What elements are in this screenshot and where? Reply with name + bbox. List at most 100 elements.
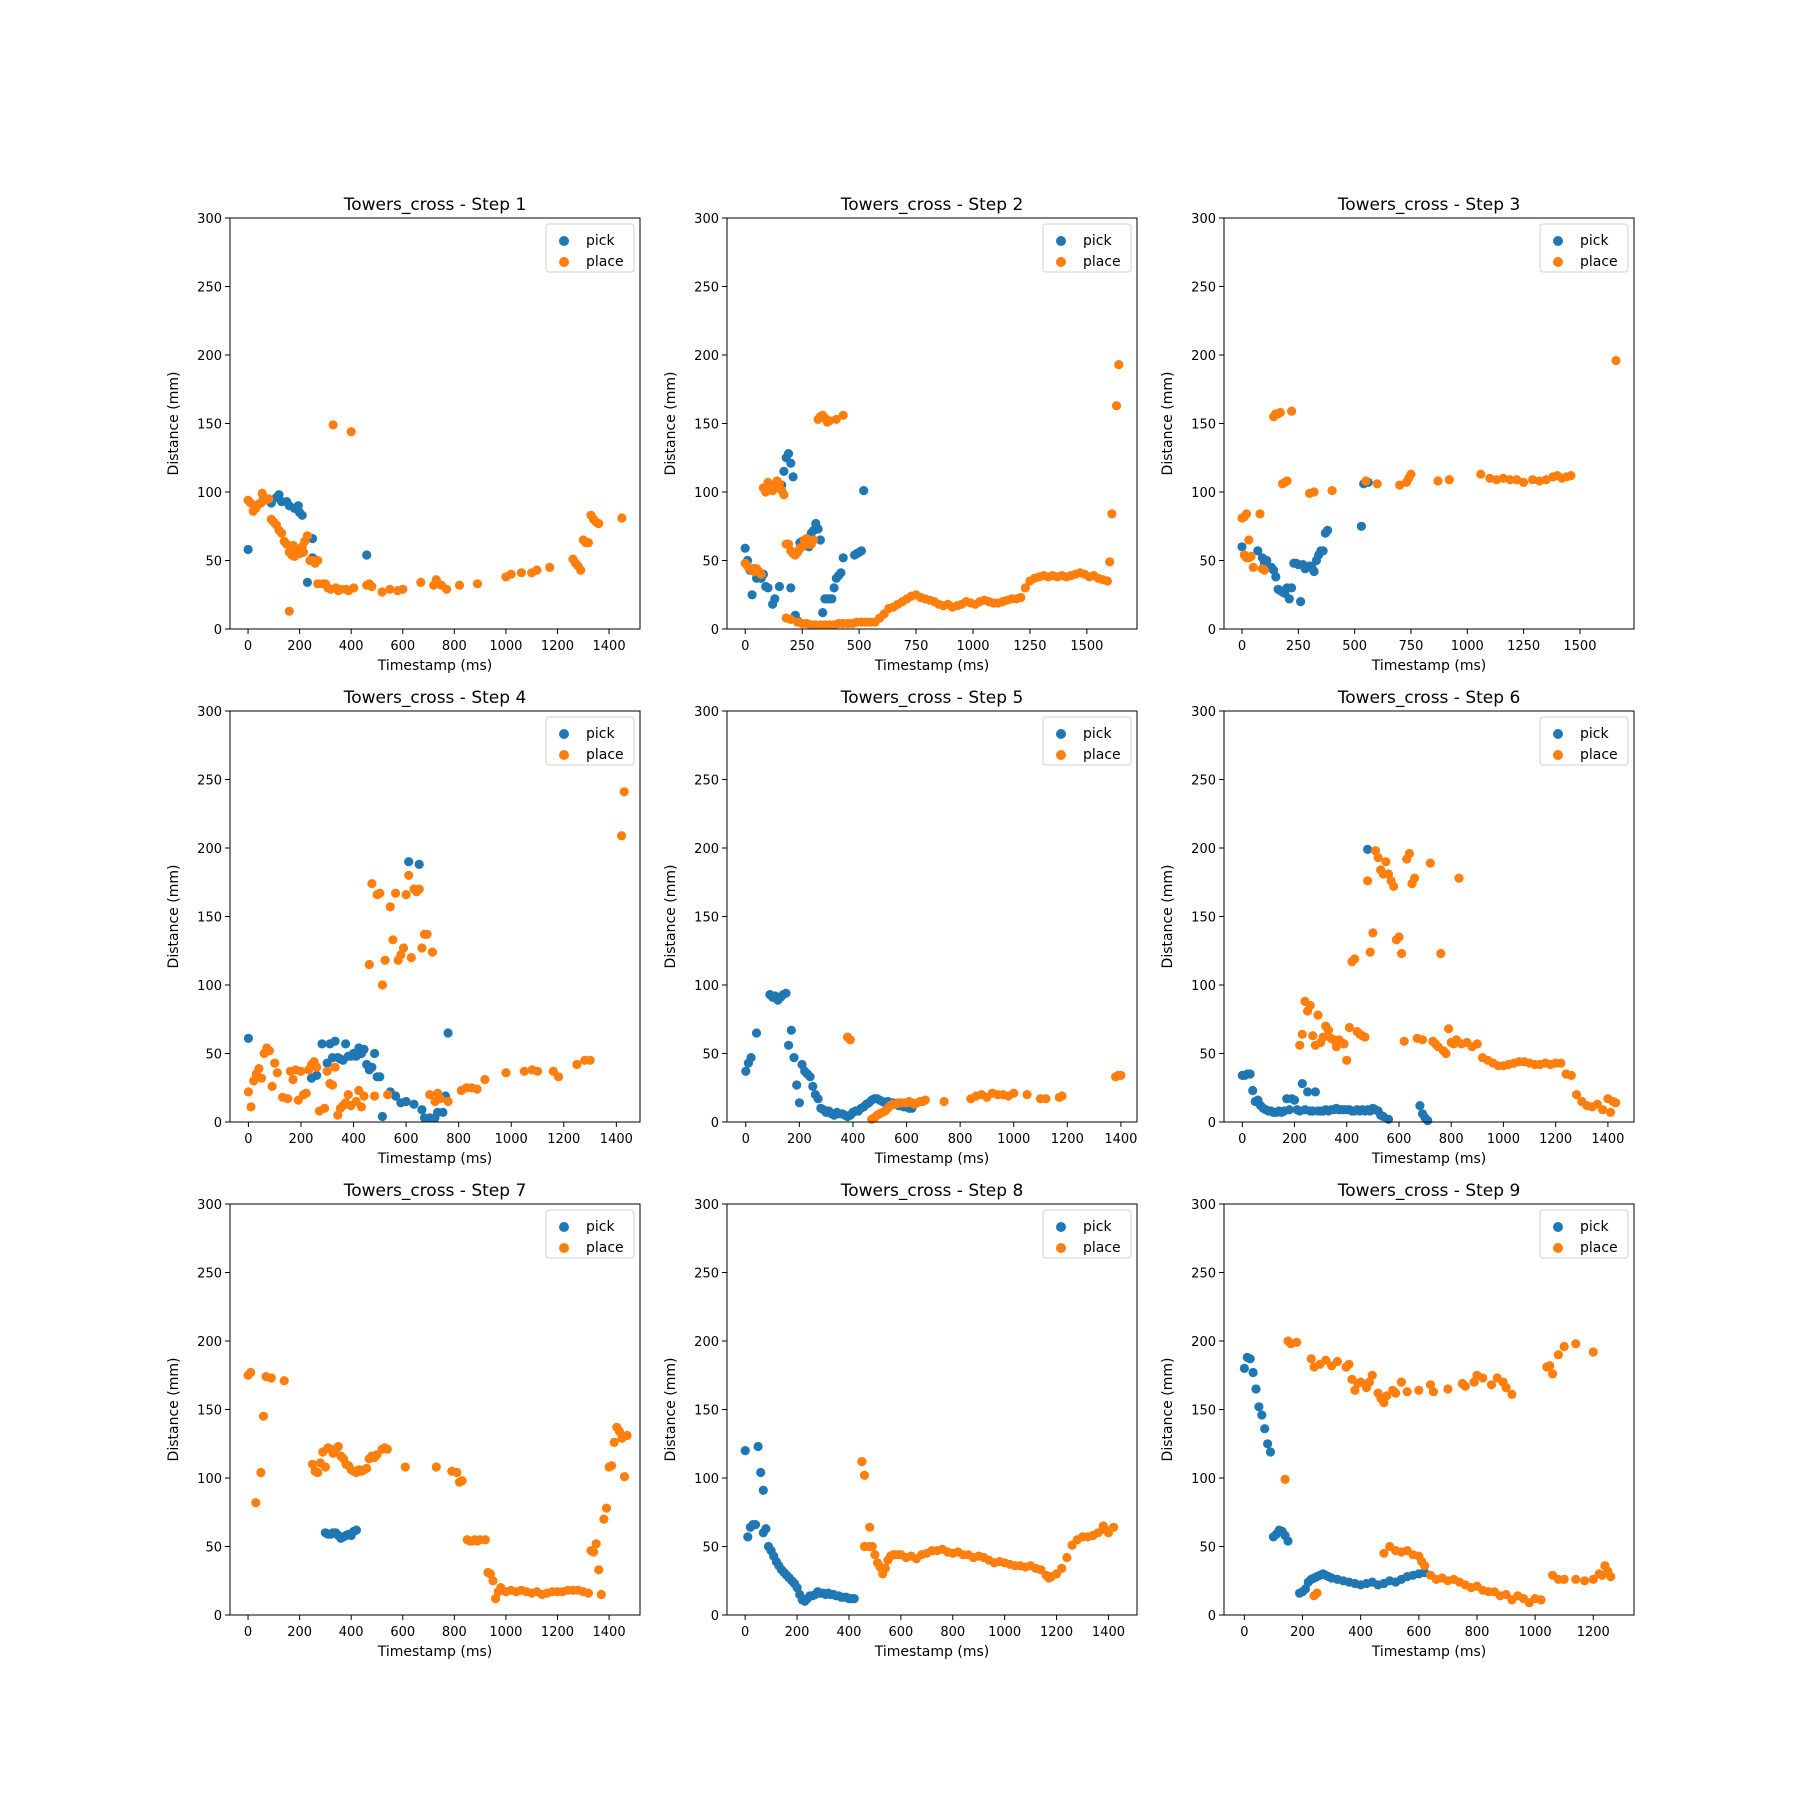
place-point [1255,509,1265,519]
pick-point [1296,597,1306,607]
pick-point [788,472,798,482]
legend-marker-pick [559,1222,569,1232]
y-tick-label: 100 [1191,486,1216,501]
y-tick-label: 150 [694,911,719,926]
y-tick-label: 0 [711,1609,719,1624]
place-point [1536,1595,1546,1605]
place-point [1414,1385,1424,1395]
place-point [1344,1022,1354,1033]
pick-point [1271,572,1281,582]
legend-label-pick: pick [586,1219,615,1235]
y-tick-label: 0 [214,1609,222,1624]
place-point [1406,469,1416,479]
place-point [385,584,395,594]
pick-point [815,535,826,545]
y-tick-label: 100 [1191,1472,1216,1487]
place-point [506,569,516,579]
place-point [1588,1574,1598,1584]
pick-point [438,1107,448,1117]
x-tick-label: 1000 [956,639,989,654]
pick-point [829,583,839,593]
pick-point [794,1098,805,1108]
place-point [1062,1552,1072,1563]
place-point [1292,1337,1302,1347]
place-point [1545,1361,1555,1371]
legend-marker-pick [1056,236,1066,246]
y-tick-label: 300 [694,212,719,227]
place-point [246,1102,256,1112]
place-point [414,884,424,894]
place-point [867,1541,877,1552]
place-point [1571,1574,1581,1584]
legend-marker-place [1056,1243,1066,1253]
legend: pick place [1539,716,1629,766]
place-point [1313,1010,1323,1020]
legend: pick place [545,223,635,273]
x-tick-label: 400 [1334,1132,1359,1147]
legend-marker-place [559,1243,569,1253]
place-point [1566,1070,1576,1080]
place-point [1580,1576,1590,1586]
place-point [485,1569,495,1579]
place-point [417,943,427,953]
place-point [422,929,432,939]
place-point [1308,1031,1318,1041]
place-point [1344,1359,1354,1369]
pick-point [351,1525,361,1535]
y-tick-label: 250 [197,281,222,296]
pick-point [805,1072,815,1082]
x-tick-label: 600 [894,1132,919,1147]
place-point [491,1594,501,1604]
x-tick-label: 1200 [541,639,574,654]
place-point [425,1090,435,1100]
legend-label-place: place [1083,1240,1121,1256]
y-tick-label: 250 [1191,774,1216,789]
plot-frame [726,1203,1138,1616]
legend: pick place [1539,223,1629,273]
legend-marker-place [1056,750,1066,760]
place-point [583,538,594,548]
place-point [617,831,627,841]
place-point [1379,1398,1389,1408]
legend-label-place: place [1580,1240,1618,1256]
place-point [452,1467,462,1478]
place-point [1528,475,1538,485]
place-point [617,513,627,523]
x-tick-label: 1000 [988,1625,1021,1640]
y-axis-label: Distance (mm) [663,1358,679,1462]
place-point [267,1081,277,1091]
x-tick-label: 1400 [1104,1132,1137,1147]
place-point [264,1046,274,1056]
place-point [516,568,527,578]
x-tick-label: 1250 [1507,639,1540,654]
x-tick-label: 1200 [1040,1625,1073,1640]
subplot: Towers_cross - Step 10 200 400 600 800 1000 12… [166,195,641,674]
place-point [585,1055,595,1065]
pick-point [750,1520,761,1530]
pick-point [774,581,785,592]
legend-marker-pick [1553,729,1563,739]
place-point [1553,1350,1563,1360]
legend-label-pick: pick [1083,726,1112,742]
place-point [1486,1380,1497,1390]
y-tick-label: 200 [694,1335,719,1350]
place-point [1361,476,1371,486]
place-point [279,1376,289,1386]
y-axis-label: Distance (mm) [1160,865,1176,969]
place-point [416,577,426,588]
place-point [939,1096,949,1107]
place-point [401,890,411,900]
x-axis-label: Timestamp (ms) [1371,1151,1486,1167]
pick-point [827,594,837,604]
pick-point [1323,525,1333,536]
place-point [1370,846,1381,856]
pick-point [756,1467,766,1478]
x-tick-label: 0 [1240,1625,1248,1640]
place-point [614,1426,625,1436]
place-point [359,1091,369,1101]
place-point [756,569,766,579]
subplot-title: Towers_cross - Step 7 [343,1181,527,1201]
subplot: Towers_cross - Step 50 200 400 600 800 1000 12… [663,688,1138,1167]
x-tick-label: 600 [888,1625,913,1640]
y-tick-label: 250 [694,1267,719,1282]
